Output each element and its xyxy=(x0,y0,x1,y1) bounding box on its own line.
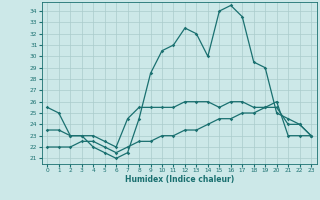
X-axis label: Humidex (Indice chaleur): Humidex (Indice chaleur) xyxy=(124,175,234,184)
